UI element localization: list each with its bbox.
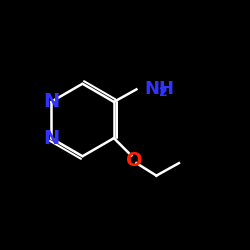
Text: NH: NH	[144, 80, 174, 98]
Text: N: N	[43, 92, 59, 112]
Text: O: O	[126, 151, 142, 170]
Text: 2: 2	[160, 86, 168, 99]
Text: N: N	[43, 128, 59, 148]
